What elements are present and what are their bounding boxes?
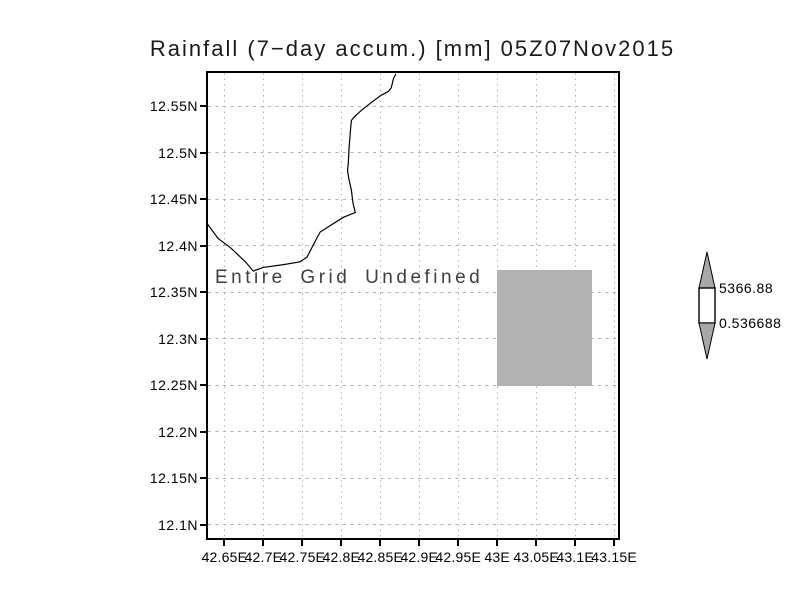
x-tick-label: 42.65E xyxy=(201,549,248,565)
y-tick-mark xyxy=(200,337,206,340)
y-tick-label: 12.1N xyxy=(158,516,198,533)
x-tick-label: 43.05E xyxy=(513,549,559,565)
horizontal-gridline xyxy=(208,245,618,247)
x-tick-mark xyxy=(301,540,304,546)
y-tick-mark xyxy=(200,477,206,480)
y-tick-label: 12.3N xyxy=(158,330,198,347)
horizontal-gridline xyxy=(208,105,618,107)
horizontal-gridline xyxy=(208,384,618,386)
y-tick-label: 12.5N xyxy=(158,144,198,161)
colorbar-up-arrow-icon xyxy=(698,251,716,289)
y-tick-label: 12.4N xyxy=(158,237,198,254)
horizontal-gridline xyxy=(208,431,618,433)
vertical-gridline xyxy=(340,73,342,538)
y-tick-mark xyxy=(200,244,206,247)
x-tick-label: 42.85E xyxy=(357,549,404,565)
undefined-region-box xyxy=(497,270,593,387)
y-tick-mark xyxy=(200,430,206,433)
coastline-path xyxy=(208,73,397,272)
x-tick-mark xyxy=(262,540,265,546)
x-tick-mark xyxy=(223,540,226,546)
x-tick-mark xyxy=(340,540,343,546)
x-tick-mark xyxy=(535,540,538,546)
horizontal-gridline xyxy=(208,524,618,526)
y-tick-mark xyxy=(200,384,206,387)
y-tick-mark xyxy=(200,151,206,154)
x-tick-mark xyxy=(418,540,421,546)
y-tick-label: 12.35N xyxy=(149,284,198,301)
x-tick-label: 42.8E xyxy=(322,549,361,565)
vertical-gridline xyxy=(379,73,381,538)
plot-title: Rainfall (7−day accum.) [mm] 05Z07Nov201… xyxy=(149,36,676,61)
x-tick-mark xyxy=(613,540,616,546)
horizontal-gridline xyxy=(208,291,618,293)
colorbar-max-label: 5366.88 xyxy=(719,280,774,296)
horizontal-gridline xyxy=(208,477,618,479)
x-tick-label: 42.7E xyxy=(244,549,283,565)
colorbar-down-arrow-icon xyxy=(698,322,716,360)
x-tick-label: 43.15E xyxy=(591,549,637,565)
y-tick-mark xyxy=(200,291,206,294)
horizontal-gridline xyxy=(208,198,618,200)
horizontal-gridline xyxy=(208,338,618,340)
y-tick-label: 12.2N xyxy=(158,423,198,440)
vertical-gridline xyxy=(262,73,264,538)
y-tick-label: 12.55N xyxy=(149,98,198,115)
x-tick-label: 43E xyxy=(484,549,510,565)
coastline-map xyxy=(208,73,397,272)
y-tick-label: 12.25N xyxy=(149,377,198,394)
x-tick-label: 42.9E xyxy=(400,549,439,565)
undefined-message: Entire Grid Undefined xyxy=(215,267,484,288)
vertical-gridline xyxy=(418,73,420,538)
y-tick-label: 12.15N xyxy=(149,470,198,487)
colorbar xyxy=(698,251,716,360)
x-tick-mark xyxy=(379,540,382,546)
x-tick-mark xyxy=(496,540,499,546)
y-tick-label: 12.45N xyxy=(149,191,198,208)
map-plot-frame xyxy=(206,71,620,540)
y-tick-mark xyxy=(200,523,206,526)
x-tick-mark xyxy=(574,540,577,546)
x-tick-label: 42.95E xyxy=(435,549,481,565)
y-tick-mark xyxy=(200,105,206,108)
x-tick-mark xyxy=(457,540,460,546)
colorbar-range-cell xyxy=(698,287,716,324)
vertical-gridline xyxy=(613,73,615,538)
vertical-gridline xyxy=(223,73,225,538)
x-tick-label: 43.1E xyxy=(556,549,594,565)
colorbar-min-label: 0.536688 xyxy=(719,315,782,331)
horizontal-gridline xyxy=(208,152,618,154)
vertical-gridline xyxy=(301,73,303,538)
y-tick-mark xyxy=(200,198,206,201)
x-tick-label: 42.75E xyxy=(279,549,326,565)
vertical-gridline xyxy=(457,73,459,538)
